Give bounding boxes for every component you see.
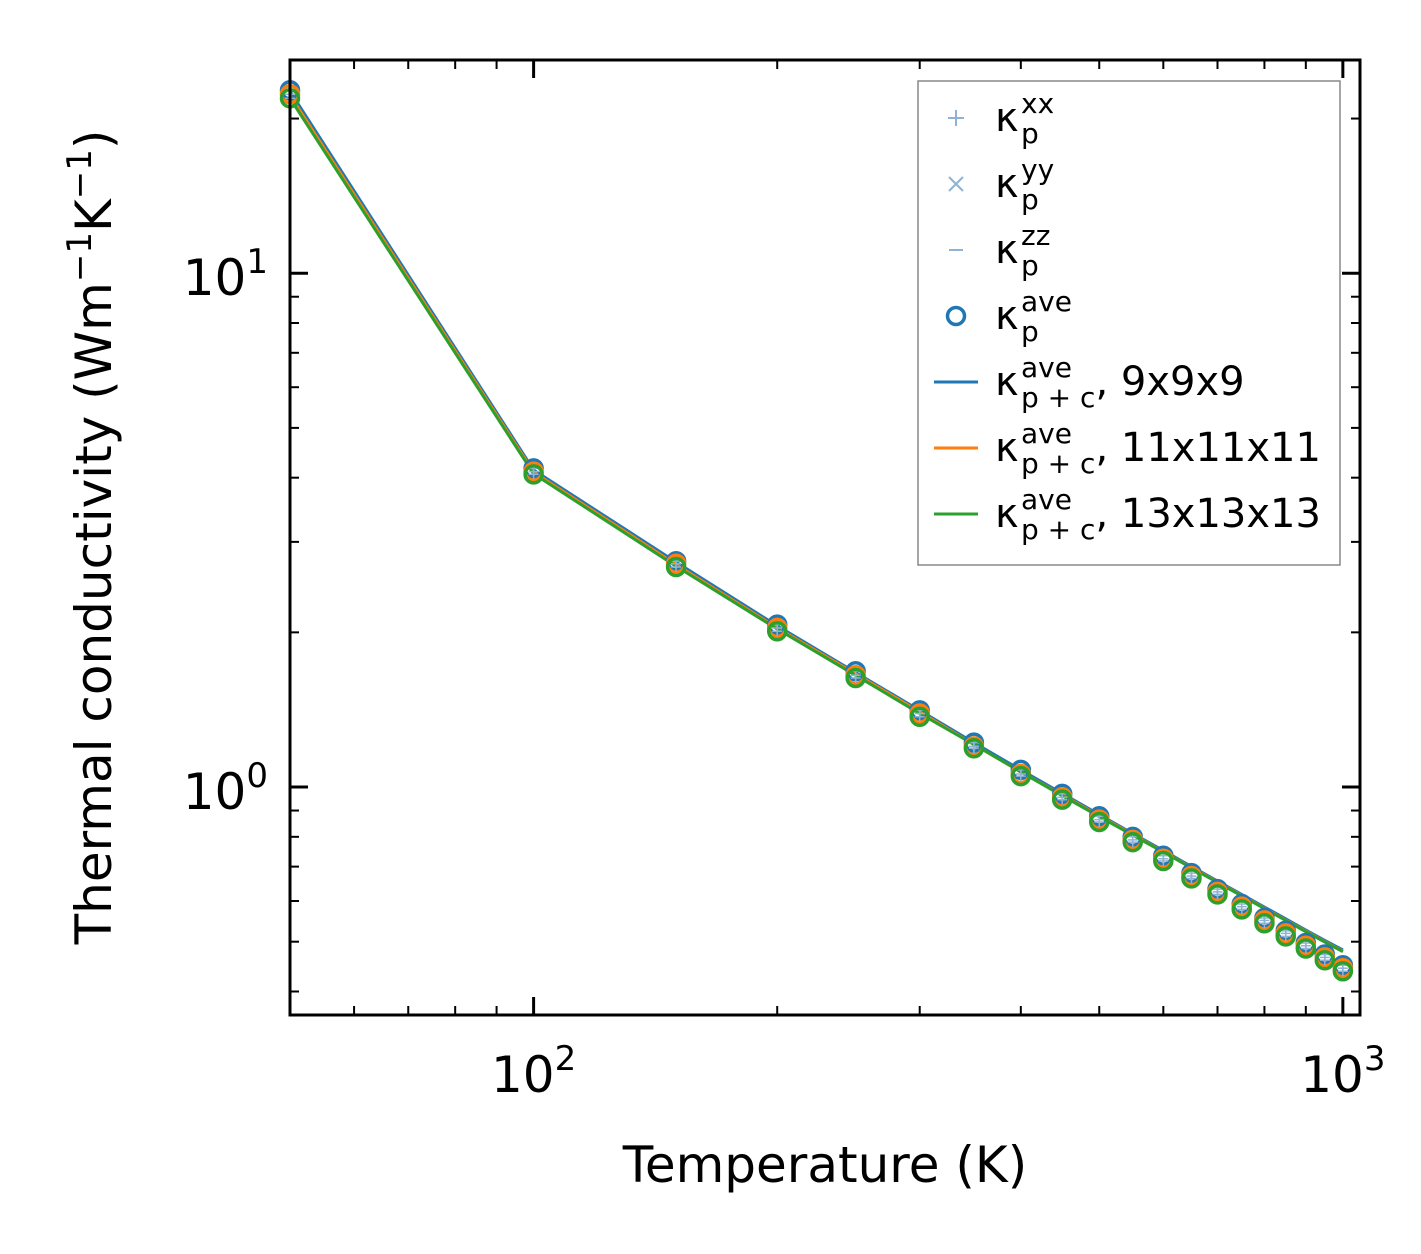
legend-label: κxx p xyxy=(995,87,1054,150)
axis-tick-labels: 102 103 100 101 xyxy=(183,242,1386,1104)
legend-label: κave p + c, 9x9x9 xyxy=(995,351,1245,414)
legend-x-marker xyxy=(948,176,964,192)
legend-label: κave p xyxy=(995,285,1072,348)
legend-label: κave p + c, 11x11x11 xyxy=(995,417,1321,480)
series-lines xyxy=(288,90,1344,954)
data-point-13x13x13 xyxy=(1088,811,1110,833)
y-tick-label: 100 xyxy=(183,756,268,821)
legend-box xyxy=(917,80,1341,566)
data-point-13x13x13 xyxy=(1231,899,1252,920)
data-point-13x13x13 xyxy=(845,667,866,689)
y-axis-label: Thermal conductivity (Wm−1K−1) xyxy=(60,130,123,946)
data-point-13x13x13 xyxy=(1275,926,1296,947)
data-point-13x13x13 xyxy=(1153,850,1174,872)
legend-circle-marker xyxy=(945,305,967,327)
data-point-13x13x13 xyxy=(1181,868,1202,889)
data-point-13x13x13 xyxy=(523,464,544,485)
data-point-13x13x13 xyxy=(909,706,930,728)
legend-label: κzz p xyxy=(995,219,1050,282)
data-point-13x13x13 xyxy=(963,737,985,759)
data-point-13x13x13 xyxy=(1254,913,1275,934)
data-point-13x13x13 xyxy=(1314,950,1336,971)
series-points xyxy=(279,80,1354,982)
data-point-13x13x13 xyxy=(1122,831,1143,853)
series-line-13x13x13 xyxy=(288,97,1344,954)
data-point-13x13x13 xyxy=(1207,884,1228,905)
data-point-13x13x13 xyxy=(1010,765,1032,787)
data-point-13x13x13 xyxy=(766,620,788,642)
data-point-13x13x13 xyxy=(1295,938,1317,959)
x-tick-label: 102 xyxy=(491,1039,576,1104)
y-tick-label: 101 xyxy=(183,242,268,307)
plot-area xyxy=(279,80,1354,982)
data-point-13x13x13 xyxy=(1051,789,1073,810)
data-point-13x13x13 xyxy=(1332,960,1354,982)
legend-label: κave p + c, 13x13x13 xyxy=(995,483,1321,546)
legend-label: κyy p xyxy=(995,153,1054,216)
plot-frame xyxy=(288,58,1362,1017)
data-point-13x13x13 xyxy=(665,556,687,578)
x-axis-label: Temperature (K) xyxy=(622,1136,1027,1194)
x-tick-label: 103 xyxy=(1300,1039,1385,1104)
